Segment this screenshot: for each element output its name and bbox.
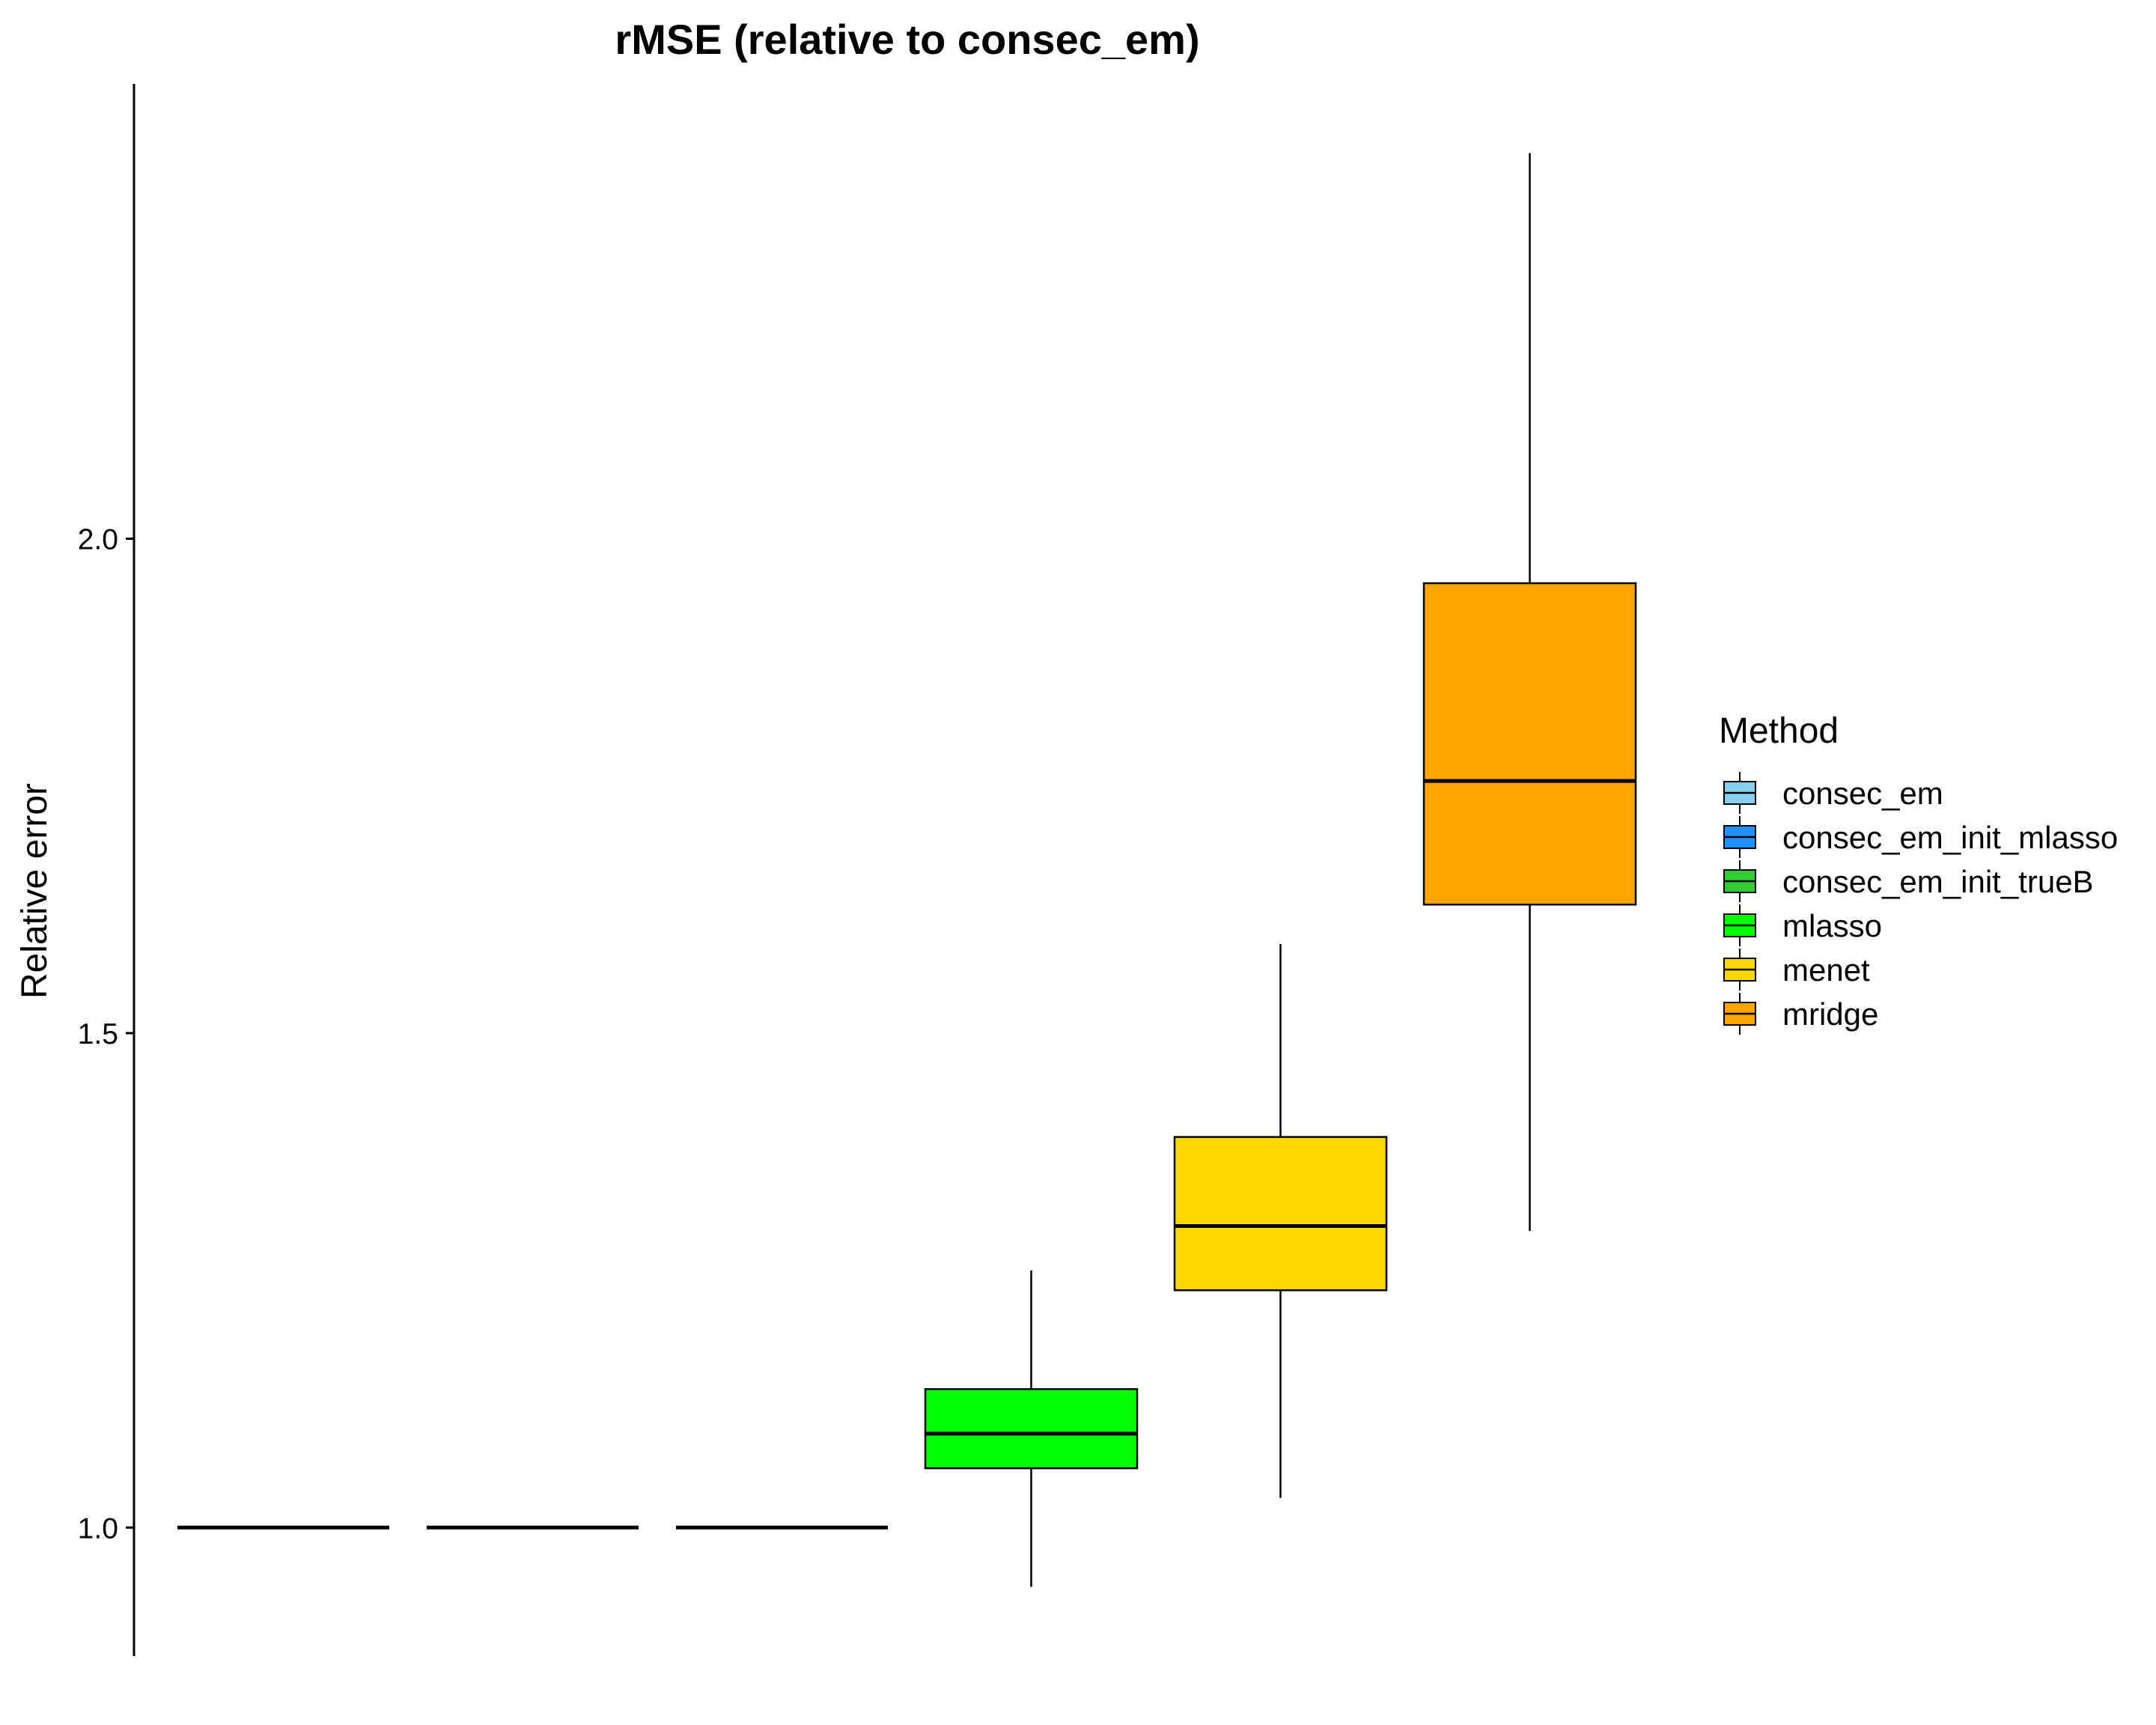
box-mridge: [1422, 153, 1637, 1232]
legend-item-consec_em_init_trueB: consec_em_init_trueB: [1723, 860, 2094, 902]
legend-label: mlasso: [1782, 908, 1882, 943]
y-tick-label: 2.0: [78, 524, 118, 556]
legend-label: mridge: [1782, 997, 1878, 1032]
legend-title: Method: [1719, 711, 1839, 751]
y-axis-label: Relative error: [15, 783, 55, 999]
box-mlasso: [924, 1270, 1139, 1587]
legend-items: consec_em consec_em_init_mlasso consec_em_…: [1723, 772, 2118, 1035]
chart-title: rMSE (relative to consec_em): [615, 16, 1199, 63]
legend-item-consec_em_init_mlasso: consec_em_init_mlasso: [1723, 816, 2118, 858]
box-body: [1173, 1136, 1388, 1292]
legend-label: consec_em_init_trueB: [1782, 864, 2094, 899]
legend-item-consec_em: consec_em: [1723, 772, 1943, 814]
legend-label: consec_em: [1782, 776, 1943, 811]
box-menet: [1173, 944, 1388, 1498]
legend-label: menet: [1782, 952, 1870, 988]
legend-label: consec_em_init_mlasso: [1782, 820, 2118, 855]
box-body: [1422, 582, 1637, 906]
legend-item-menet: menet: [1723, 949, 1870, 991]
legend: Method consec_emconsec_em_init_mlassocon…: [1719, 711, 2118, 1035]
boxes-group: [177, 153, 1637, 1587]
y-axis-ticks: 1.0 1.5 2.0: [78, 524, 134, 1545]
legend-item-mlasso: mlasso: [1723, 904, 1882, 946]
y-tick-label: 1.0: [78, 1512, 118, 1545]
legend-item-mridge: mridge: [1723, 993, 1878, 1035]
y-tick-label: 1.5: [78, 1018, 118, 1050]
box-body: [924, 1388, 1139, 1470]
